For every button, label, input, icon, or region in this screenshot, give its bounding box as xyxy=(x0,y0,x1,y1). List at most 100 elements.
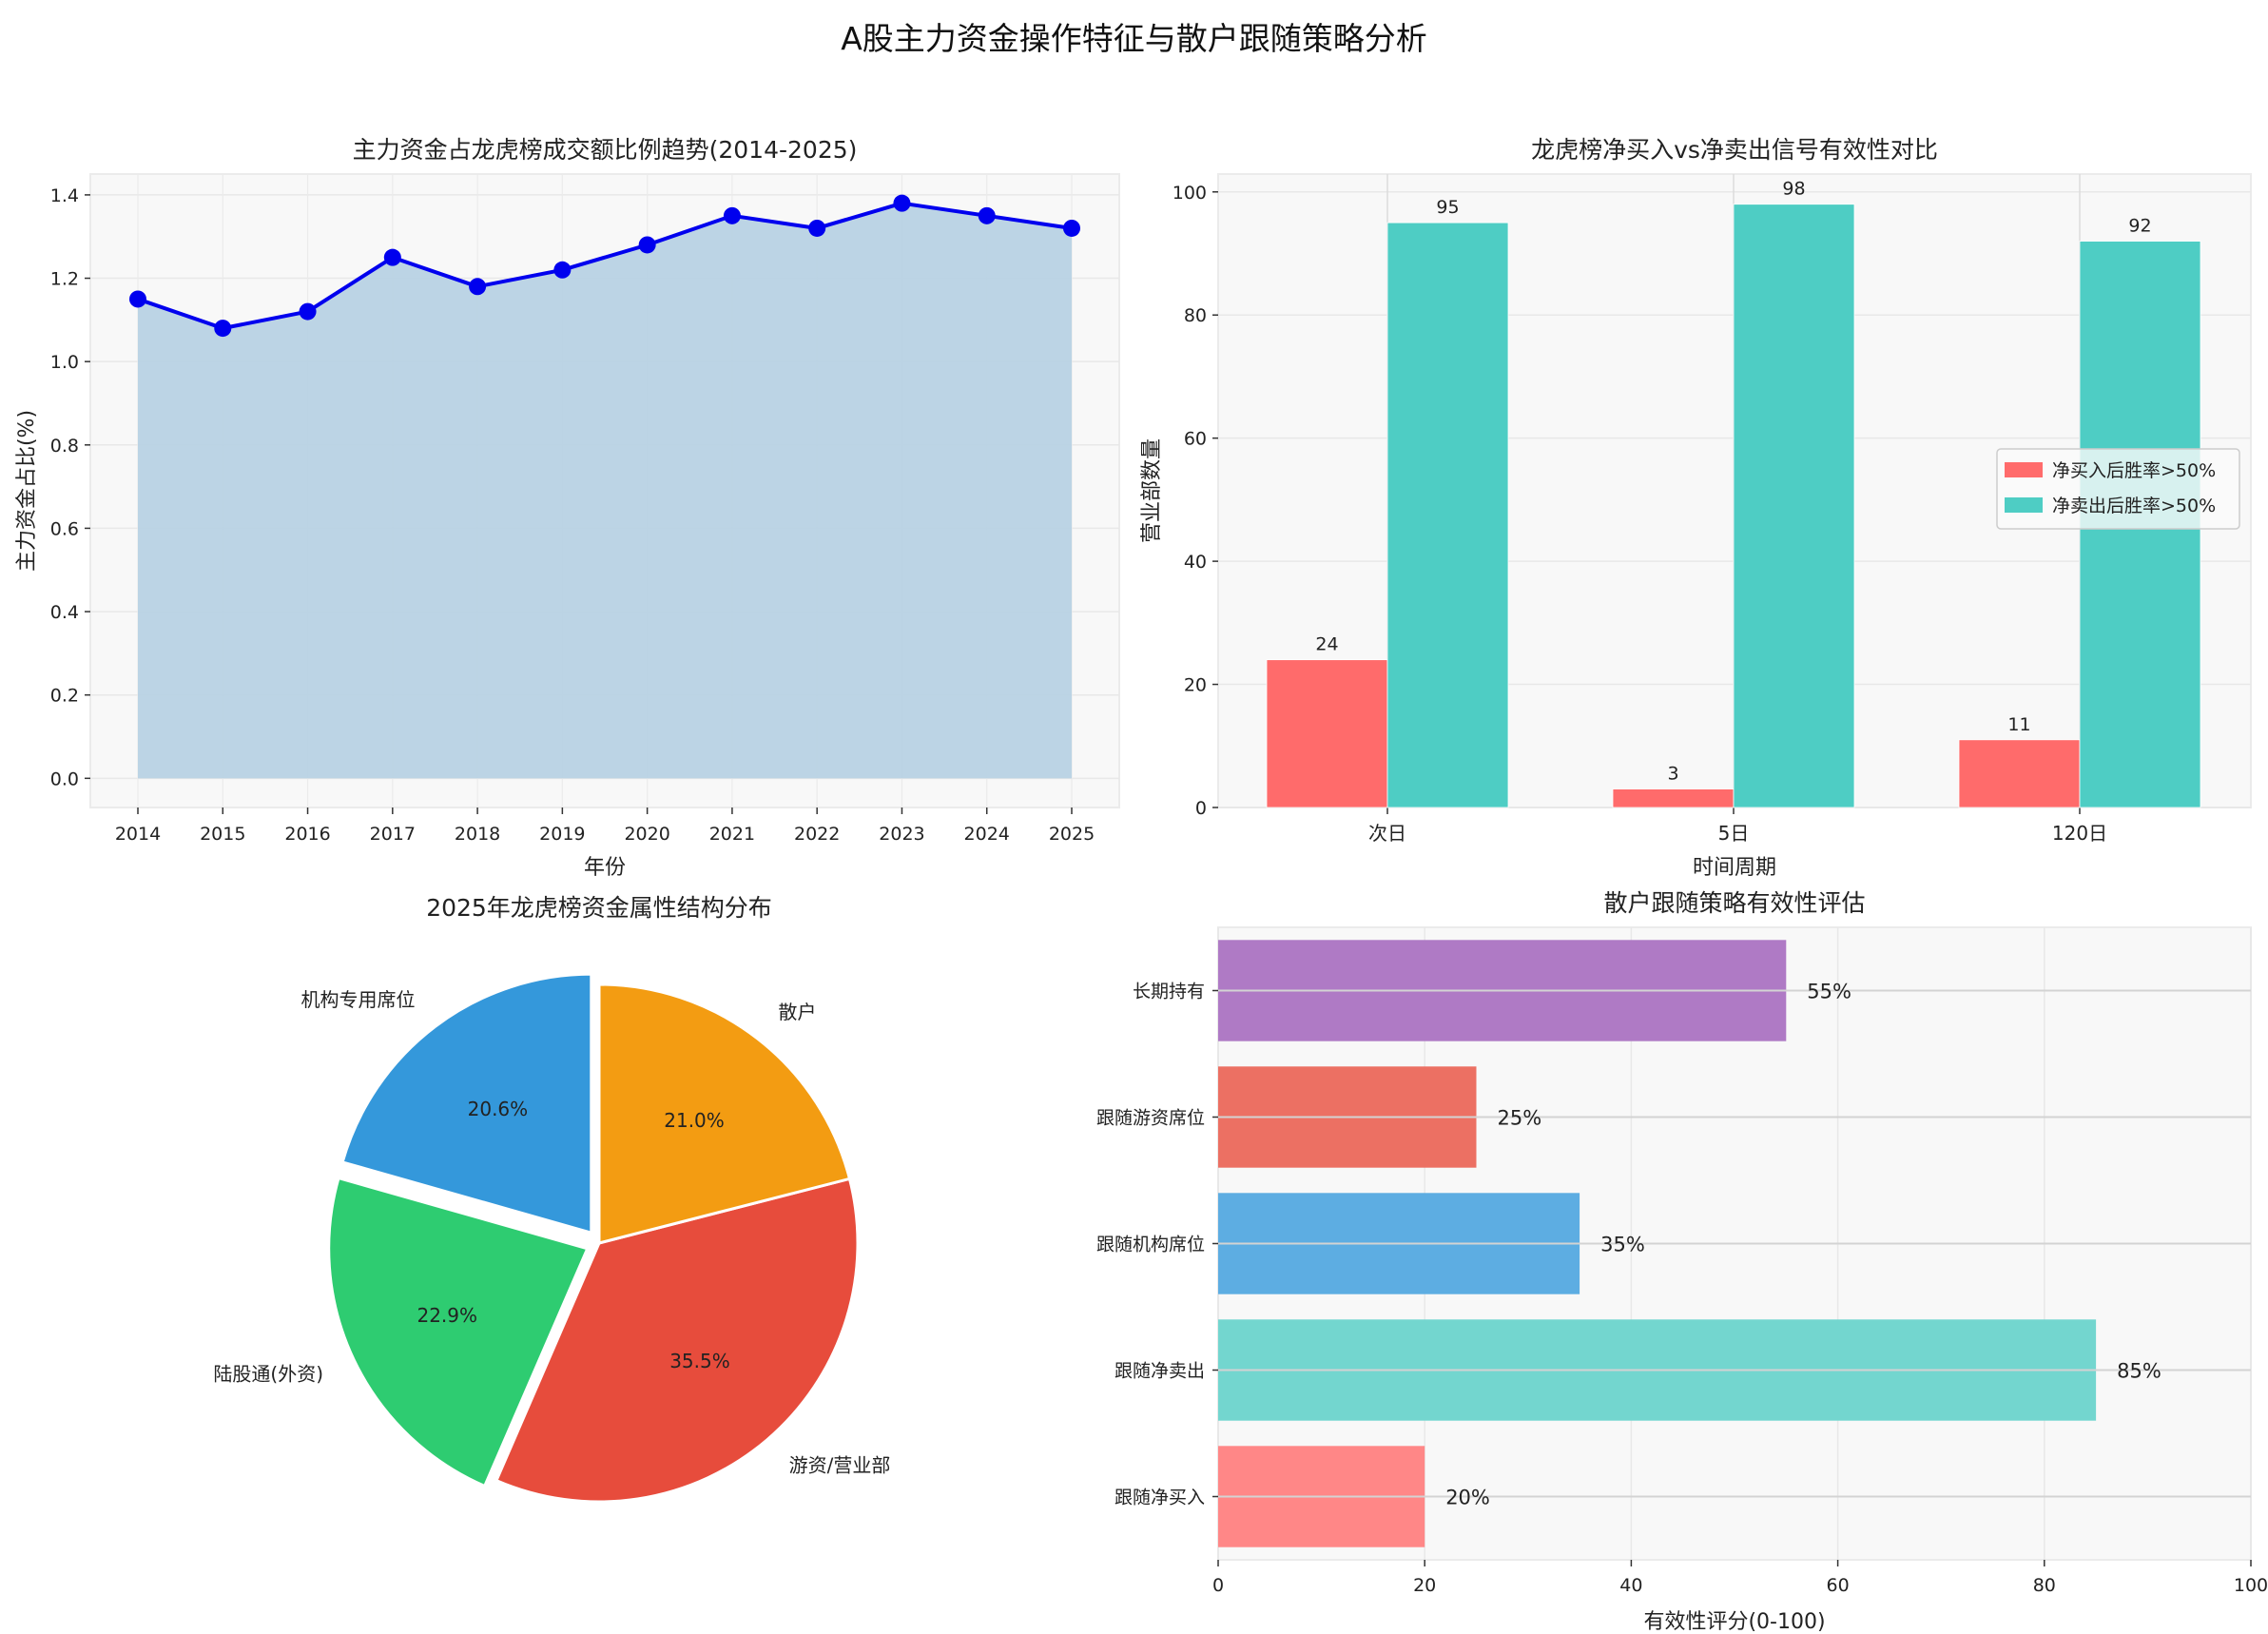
pie-label: 游资/营业部 xyxy=(789,1454,891,1477)
chart-title: 2025年龙虎榜资金属性结构分布 xyxy=(426,894,772,922)
x-axis-label: 时间周期 xyxy=(1693,856,1776,880)
y-tick-label: 0.4 xyxy=(50,602,79,623)
bar-net-buy xyxy=(1612,788,1735,808)
x-tick-label: 2015 xyxy=(200,824,245,845)
pie-slice xyxy=(597,982,852,1245)
y-tick-label: 跟随净买入 xyxy=(1115,1488,1205,1508)
y-axis-label: 营业部数量 xyxy=(1140,438,1164,543)
data-point xyxy=(553,261,572,279)
bar-value-label: 95 xyxy=(1436,197,1459,218)
data-point xyxy=(808,219,826,237)
bar-net-sell xyxy=(1733,204,1855,808)
y-tick-label: 0.2 xyxy=(50,686,79,707)
x-tick-label: 80 xyxy=(2033,1575,2056,1596)
x-tick-label: 2016 xyxy=(284,824,330,845)
legend-box xyxy=(1996,448,2240,530)
legend-label: 净卖出后胜率>50% xyxy=(2052,496,2216,516)
y-tick-label: 1.0 xyxy=(50,352,79,373)
data-point xyxy=(383,248,401,266)
x-tick-label: 60 xyxy=(1827,1575,1850,1596)
data-point xyxy=(214,320,232,338)
legend-label: 净买入后胜率>50% xyxy=(2052,460,2216,481)
bar-net-sell xyxy=(1386,222,1509,808)
x-tick-label: 5日 xyxy=(1718,822,1750,845)
x-tick-label: 2023 xyxy=(879,824,924,845)
chart-title: 主力资金占龙虎榜成交额比例趋势(2014-2025) xyxy=(353,136,858,164)
bar-value-label: 20% xyxy=(1445,1487,1490,1509)
hbar-chart-strategy: 0 20 40 60 80 100 跟随净买入 20% 跟随净卖出 85% 跟随机构席位 35% 跟随游… xyxy=(1096,889,2268,1634)
y-tick-label: 1.4 xyxy=(50,185,79,206)
bar-value-label: 24 xyxy=(1315,634,1338,655)
bar-value-label: 3 xyxy=(1667,764,1678,785)
y-tick-label: 0 xyxy=(1195,798,1207,819)
bar-net-buy xyxy=(1958,739,2081,808)
bar-value-label: 25% xyxy=(1498,1107,1542,1130)
x-tick-label: 2019 xyxy=(539,824,585,845)
pie-pct-label: 35.5% xyxy=(669,1350,730,1372)
x-tick-label: 2021 xyxy=(709,824,755,845)
trend-line xyxy=(137,201,1073,331)
data-point xyxy=(1063,219,1080,237)
bar-value-label: 55% xyxy=(1807,981,1851,1003)
data-point xyxy=(638,236,656,254)
pie-label: 机构专用席位 xyxy=(300,988,415,1011)
area-fill xyxy=(138,203,1072,779)
bar-value-label: 92 xyxy=(2128,216,2151,237)
bar-value-label: 11 xyxy=(2007,714,2030,735)
legend-swatch xyxy=(2005,462,2043,477)
pie-label: 陆股通(外资) xyxy=(213,1363,323,1386)
data-point xyxy=(129,290,146,308)
pie-pct-label: 21.0% xyxy=(664,1109,725,1132)
x-tick-label: 2017 xyxy=(370,824,416,845)
legend-swatch xyxy=(2005,497,2043,513)
data-point xyxy=(299,302,317,321)
x-axis-label: 年份 xyxy=(584,856,626,880)
y-tick-label: 100 xyxy=(1173,183,1207,204)
y-tick-label: 1.2 xyxy=(50,269,79,290)
bar-net-buy xyxy=(1266,659,1388,808)
y-tick-label: 20 xyxy=(1184,675,1207,696)
data-point xyxy=(978,206,996,224)
data-point xyxy=(893,194,911,212)
x-tick-label: 40 xyxy=(1619,1575,1642,1596)
y-tick-label: 长期持有 xyxy=(1133,982,1205,1002)
line-chart-trend: 0.0 0.2 0.4 0.6 0.8 1.0 1.2 1.4 2014 2015 2016 2017… xyxy=(15,136,1120,880)
x-tick-label: 次日 xyxy=(1368,822,1406,845)
pie-slice xyxy=(494,1177,860,1504)
y-tick-label: 80 xyxy=(1184,305,1207,326)
y-axis-label: 主力资金占比(%) xyxy=(15,410,39,572)
bar-value-label: 85% xyxy=(2117,1360,2161,1383)
data-point xyxy=(723,206,741,224)
bar-value-label: 35% xyxy=(1600,1234,1645,1256)
pie-slice xyxy=(327,1176,590,1488)
pie-pct-label: 22.9% xyxy=(417,1304,477,1327)
y-tick-label: 0.0 xyxy=(50,768,79,789)
data-point xyxy=(469,278,487,296)
pie-chart-structure: 20.6% 机构专用席位 22.9% 陆股通(外资) 35.5% 游资/营业部 21.0% 散… xyxy=(213,894,891,1504)
pie-label: 散户 xyxy=(778,1001,816,1023)
y-tick-label: 0.6 xyxy=(50,518,79,539)
y-tick-label: 0.8 xyxy=(50,436,79,457)
x-tick-label: 2018 xyxy=(455,824,500,845)
x-tick-label: 2024 xyxy=(964,824,1010,845)
x-tick-label: 2022 xyxy=(794,824,840,845)
y-tick-label: 40 xyxy=(1184,552,1207,573)
pie-slice xyxy=(340,972,593,1235)
pie-pct-label: 20.6% xyxy=(468,1098,529,1120)
x-tick-label: 2025 xyxy=(1049,824,1095,845)
x-axis-label: 有效性评分(0-100) xyxy=(1643,1610,1825,1634)
y-tick-label: 跟随净卖出 xyxy=(1115,1361,1205,1382)
y-tick-label: 跟随游资席位 xyxy=(1096,1108,1205,1129)
x-tick-label: 0 xyxy=(1212,1575,1224,1596)
bar-chart-signal: 0 20 40 60 80 100 次日 24 95 5日 3 98 120日 11 92 龙虎榜净买入vs净… xyxy=(1140,136,2252,880)
x-tick-label: 20 xyxy=(1413,1575,1436,1596)
chart-title: 散户跟随策略有效性评估 xyxy=(1603,889,1865,917)
y-tick-label: 60 xyxy=(1184,429,1207,450)
chart-title: 龙虎榜净买入vs净卖出信号有效性对比 xyxy=(1531,136,1938,164)
figure-title: A股主力资金操作特征与散户跟随策略分析 xyxy=(841,20,1427,57)
bar-value-label: 98 xyxy=(1782,179,1805,200)
x-tick-label: 2020 xyxy=(624,824,669,845)
x-tick-label: 2014 xyxy=(115,824,161,845)
x-tick-label: 120日 xyxy=(2052,822,2107,845)
